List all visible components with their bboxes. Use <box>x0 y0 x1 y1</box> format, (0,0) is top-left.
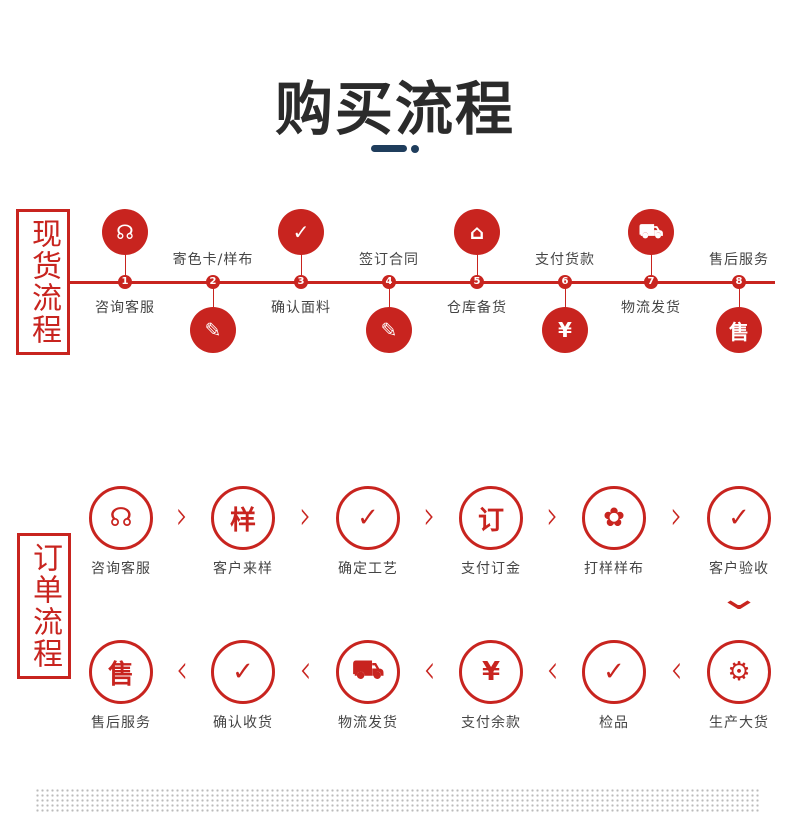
icon-glyph: ☊ <box>109 503 133 533</box>
step-number: 3 <box>294 275 308 289</box>
order-step-label: 客户验收 <box>709 561 769 577</box>
sewing-machine-icon: ⚙ <box>707 640 771 704</box>
deposit-shield-icon: 订 <box>459 486 523 550</box>
step-number: 5 <box>470 275 484 289</box>
warehouse-icon: ⌂ <box>454 209 500 255</box>
order-step-label: 确认收货 <box>213 715 273 731</box>
step-number: 6 <box>558 275 572 289</box>
order-step-label: 咨询客服 <box>91 561 151 577</box>
order-step-label: 物流发货 <box>338 715 398 731</box>
box-check-icon: ✓ <box>211 640 275 704</box>
arrow-right-icon: › <box>176 493 188 539</box>
dotted-divider <box>35 788 760 812</box>
step-label: 签订合同 <box>359 252 419 268</box>
icon-glyph: ¥ <box>481 657 501 687</box>
step-number: 1 <box>118 275 132 289</box>
step-connector <box>477 232 478 282</box>
step-connector <box>651 232 652 282</box>
order-process-label: 订单流程 <box>17 533 71 679</box>
order-step-label: 支付订金 <box>461 561 521 577</box>
icon-glyph: 售 <box>729 319 749 344</box>
title-decoration-bar <box>371 145 407 152</box>
icon-glyph: ⚙ <box>727 657 751 687</box>
step-connector <box>213 282 214 330</box>
icon-glyph: ✓ <box>357 503 379 533</box>
arrow-right-icon: › <box>546 493 559 539</box>
payment-icon: ¥ <box>542 307 588 353</box>
icon-glyph: ✓ <box>232 657 254 687</box>
icon-glyph: ☊ <box>116 220 134 244</box>
step-label: 物流发货 <box>621 300 681 316</box>
arrow-left-icon: ‹ <box>176 647 188 693</box>
arrow-left-icon: ‹ <box>299 647 312 693</box>
step-label: 售后服务 <box>709 252 769 268</box>
truck-icon: ⛟ <box>336 640 400 704</box>
step-connector <box>565 282 566 330</box>
order-step-label: 检品 <box>599 715 629 731</box>
step-label: 仓库备货 <box>447 300 507 316</box>
arrow-down-icon: ⌄ <box>716 578 762 618</box>
step-connector <box>389 282 390 330</box>
stock-process-text: 现货流程 <box>26 218 61 346</box>
document-check-icon: ✓ <box>278 209 324 255</box>
truck-icon: ⛟ <box>628 209 674 255</box>
icon-glyph: ✓ <box>292 220 310 244</box>
arrow-right-icon: › <box>423 493 436 539</box>
icon-glyph: 订 <box>477 505 504 536</box>
after-sales-shield-icon: 售 <box>89 640 153 704</box>
order-process-text: 订单流程 <box>27 542 62 670</box>
step-connector <box>125 232 126 282</box>
arrow-right-icon: › <box>299 493 312 539</box>
icon-glyph: ⛟ <box>638 218 664 243</box>
icon-glyph: 样 <box>229 505 256 536</box>
icon-glyph: ✓ <box>728 503 750 533</box>
headset-icon: ☊ <box>102 209 148 255</box>
order-step-label: 支付余款 <box>461 715 521 731</box>
order-step-label: 客户来样 <box>213 561 273 577</box>
step-number: 8 <box>732 275 746 289</box>
fabric-icon: ✿ <box>582 486 646 550</box>
step-number: 2 <box>206 275 220 289</box>
arrow-right-icon: › <box>670 493 683 539</box>
stock-process-label: 现货流程 <box>16 209 70 355</box>
document-check-icon: ✓ <box>336 486 400 550</box>
card-edit-icon: ✎ <box>366 307 412 353</box>
order-step-label: 售后服务 <box>91 715 151 731</box>
step-connector <box>739 282 740 330</box>
headset-icon: ☊ <box>89 486 153 550</box>
sample-document-icon: 样 <box>211 486 275 550</box>
title-decoration-dot <box>411 145 419 153</box>
card-edit-icon: ✎ <box>190 307 236 353</box>
after-sales-shield-icon: 售 <box>716 307 762 353</box>
icon-glyph: ✿ <box>603 503 625 533</box>
step-label: 支付货款 <box>535 252 595 268</box>
step-label: 确认面料 <box>271 300 331 316</box>
step-connector <box>301 232 302 282</box>
page-title: 购买流程 <box>274 75 515 143</box>
inspect-magnifier-icon: ✓ <box>582 640 646 704</box>
icon-glyph: ⌂ <box>469 220 485 244</box>
icon-glyph: ¥ <box>558 318 572 342</box>
icon-glyph: ✎ <box>204 318 222 342</box>
arrow-left-icon: ‹ <box>546 647 559 693</box>
yuan-refresh-icon: ¥ <box>459 640 523 704</box>
arrow-left-icon: ‹ <box>423 647 436 693</box>
clipboard-check-icon: ✓ <box>707 486 771 550</box>
step-label: 寄色卡/样布 <box>172 252 254 268</box>
arrow-left-icon: ‹ <box>670 647 683 693</box>
step-number: 7 <box>644 275 658 289</box>
icon-glyph: ⛟ <box>351 655 385 685</box>
order-step-label: 打样样布 <box>584 561 644 577</box>
icon-glyph: ✎ <box>380 318 398 342</box>
step-number: 4 <box>382 275 396 289</box>
timeline-line <box>70 281 775 284</box>
order-step-label: 生产大货 <box>709 715 769 731</box>
step-label: 咨询客服 <box>95 300 155 316</box>
icon-glyph: ✓ <box>603 657 625 687</box>
order-step-label: 确定工艺 <box>338 561 398 577</box>
icon-glyph: 售 <box>107 659 134 690</box>
